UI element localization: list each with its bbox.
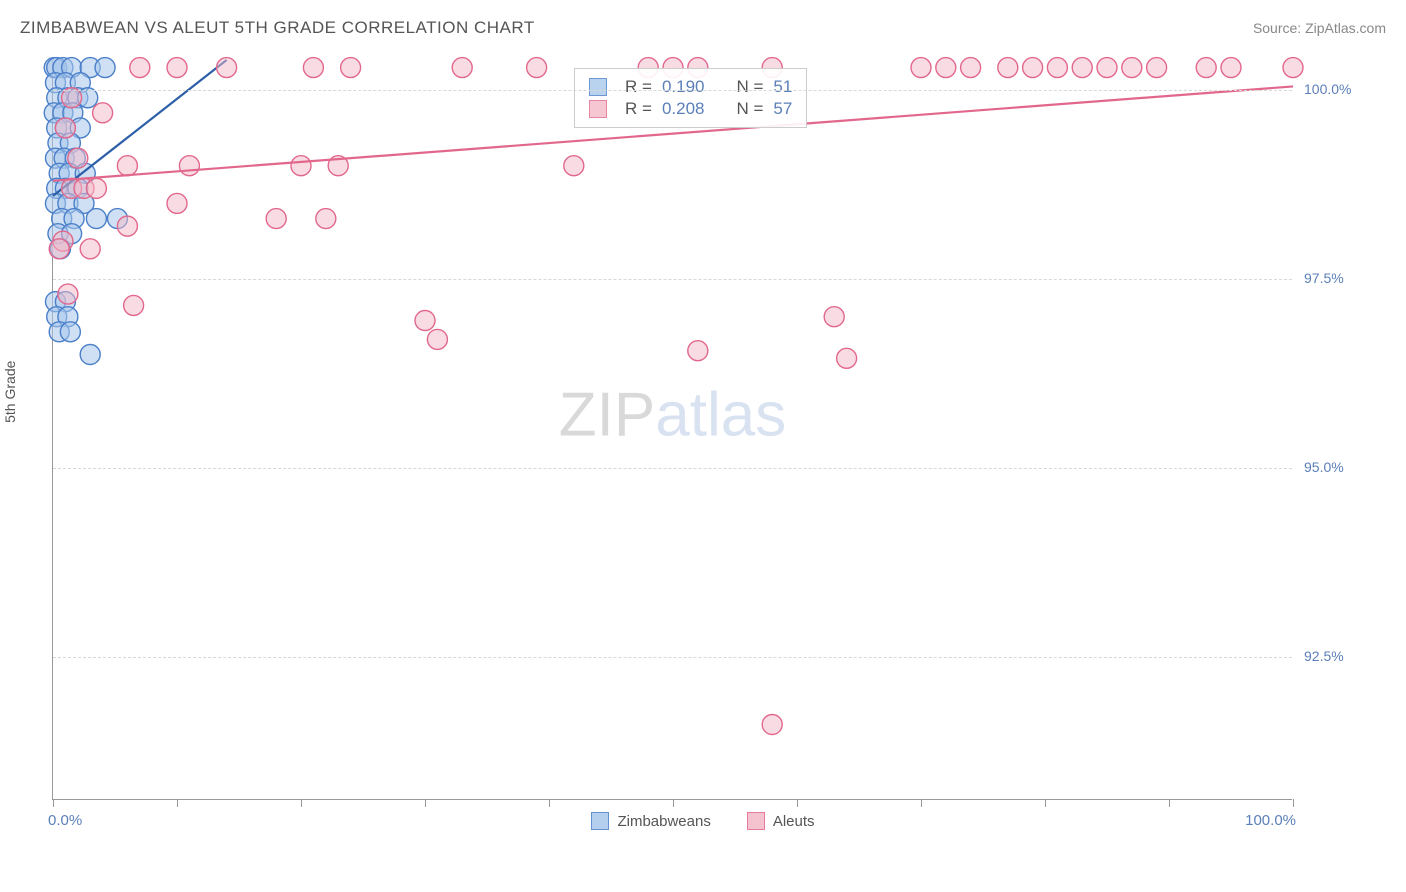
data-point — [291, 156, 311, 176]
data-point — [564, 156, 584, 176]
data-point — [762, 714, 782, 734]
legend-swatch — [589, 100, 607, 118]
data-point — [527, 58, 547, 78]
correlation-legend: R = 0.190 N = 51 R = 0.208 N = 57 — [574, 68, 807, 128]
data-point — [824, 307, 844, 327]
gridline — [53, 657, 1292, 658]
chart-header: ZIMBABWEAN VS ALEUT 5TH GRADE CORRELATIO… — [20, 18, 1386, 38]
data-point — [93, 103, 113, 123]
x-tick — [53, 799, 54, 807]
data-point — [688, 341, 708, 361]
n-value: 57 — [773, 99, 792, 119]
source-link[interactable]: ZipAtlas.com — [1305, 20, 1386, 36]
n-label: N = — [736, 99, 763, 119]
x-tick — [1045, 799, 1046, 807]
source-label: Source: — [1253, 20, 1305, 36]
source-attribution: Source: ZipAtlas.com — [1253, 20, 1386, 36]
x-tick — [301, 799, 302, 807]
data-point — [167, 193, 187, 213]
data-point — [911, 58, 931, 78]
data-point — [95, 58, 115, 78]
x-tick — [1293, 799, 1294, 807]
gridline — [53, 468, 1292, 469]
data-point — [80, 239, 100, 259]
r-label: R = — [625, 99, 652, 119]
data-point — [58, 284, 78, 304]
x-tick — [425, 799, 426, 807]
y-tick-label: 100.0% — [1304, 81, 1351, 97]
n-label: N = — [736, 77, 763, 97]
x-tick — [549, 799, 550, 807]
data-point — [1122, 58, 1142, 78]
data-point — [1147, 58, 1167, 78]
data-point — [1072, 58, 1092, 78]
y-axis-label: 5th Grade — [2, 361, 18, 423]
data-point — [961, 58, 981, 78]
y-tick-label: 92.5% — [1304, 648, 1344, 664]
x-tick — [673, 799, 674, 807]
legend-swatch — [747, 812, 765, 830]
data-point — [130, 58, 150, 78]
data-point — [179, 156, 199, 176]
legend-label: Aleuts — [773, 813, 815, 830]
legend-row: R = 0.208 N = 57 — [589, 99, 792, 119]
data-point — [86, 178, 106, 198]
data-point — [1097, 58, 1117, 78]
data-point — [217, 58, 237, 78]
data-point — [427, 329, 447, 349]
data-point — [68, 148, 88, 168]
r-label: R = — [625, 77, 652, 97]
data-point — [1047, 58, 1067, 78]
series-legend: Zimbabweans Aleuts — [0, 812, 1406, 834]
data-point — [452, 58, 472, 78]
data-point — [117, 216, 137, 236]
data-point — [936, 58, 956, 78]
y-tick-label: 95.0% — [1304, 459, 1344, 475]
data-point — [303, 58, 323, 78]
data-point — [998, 58, 1018, 78]
data-point — [167, 58, 187, 78]
data-point — [80, 344, 100, 364]
legend-item: Zimbabweans — [591, 812, 710, 830]
data-point — [266, 209, 286, 229]
chart-title: ZIMBABWEAN VS ALEUT 5TH GRADE CORRELATIO… — [20, 18, 535, 38]
chart-svg — [53, 60, 1292, 799]
x-tick — [921, 799, 922, 807]
data-point — [55, 118, 75, 138]
legend-swatch — [589, 78, 607, 96]
data-point — [1221, 58, 1241, 78]
data-point — [837, 348, 857, 368]
data-point — [415, 311, 435, 331]
gridline — [53, 279, 1292, 280]
x-tick — [797, 799, 798, 807]
data-point — [1196, 58, 1216, 78]
legend-row: R = 0.190 N = 51 — [589, 77, 792, 97]
data-point — [1283, 58, 1303, 78]
data-point — [117, 156, 137, 176]
legend-label: Zimbabweans — [617, 813, 710, 830]
x-tick — [177, 799, 178, 807]
x-tick — [1169, 799, 1170, 807]
legend-swatch — [591, 812, 609, 830]
plot-area: ZIPatlas R = 0.190 N = 51 R = 0.208 N = … — [52, 60, 1292, 800]
data-point — [124, 295, 144, 315]
y-tick-label: 97.5% — [1304, 270, 1344, 286]
r-value: 0.208 — [662, 99, 705, 119]
gridline — [53, 90, 1292, 91]
data-point — [341, 58, 361, 78]
data-point — [316, 209, 336, 229]
data-point — [60, 322, 80, 342]
n-value: 51 — [773, 77, 792, 97]
r-value: 0.190 — [662, 77, 705, 97]
data-point — [86, 209, 106, 229]
data-point — [49, 239, 69, 259]
data-point — [1023, 58, 1043, 78]
legend-item: Aleuts — [747, 812, 815, 830]
